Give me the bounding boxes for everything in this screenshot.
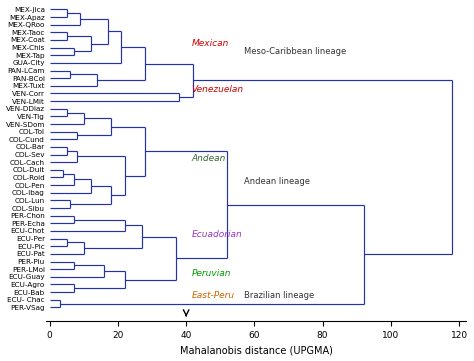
Text: Andean lineage: Andean lineage [244,177,310,186]
Text: Andean: Andean [191,154,226,163]
X-axis label: Mahalanobis distance (UPGMA): Mahalanobis distance (UPGMA) [180,345,333,356]
Text: Peruvian: Peruvian [191,269,231,278]
Text: East-Peru: East-Peru [191,291,235,300]
Text: Ecuadorian: Ecuadorian [191,230,242,239]
Text: Mexican: Mexican [191,39,228,48]
Text: Venezuelan: Venezuelan [191,85,244,94]
Text: Brazilian lineage: Brazilian lineage [244,291,314,300]
Text: Meso-Caribbean lineage: Meso-Caribbean lineage [244,47,346,56]
